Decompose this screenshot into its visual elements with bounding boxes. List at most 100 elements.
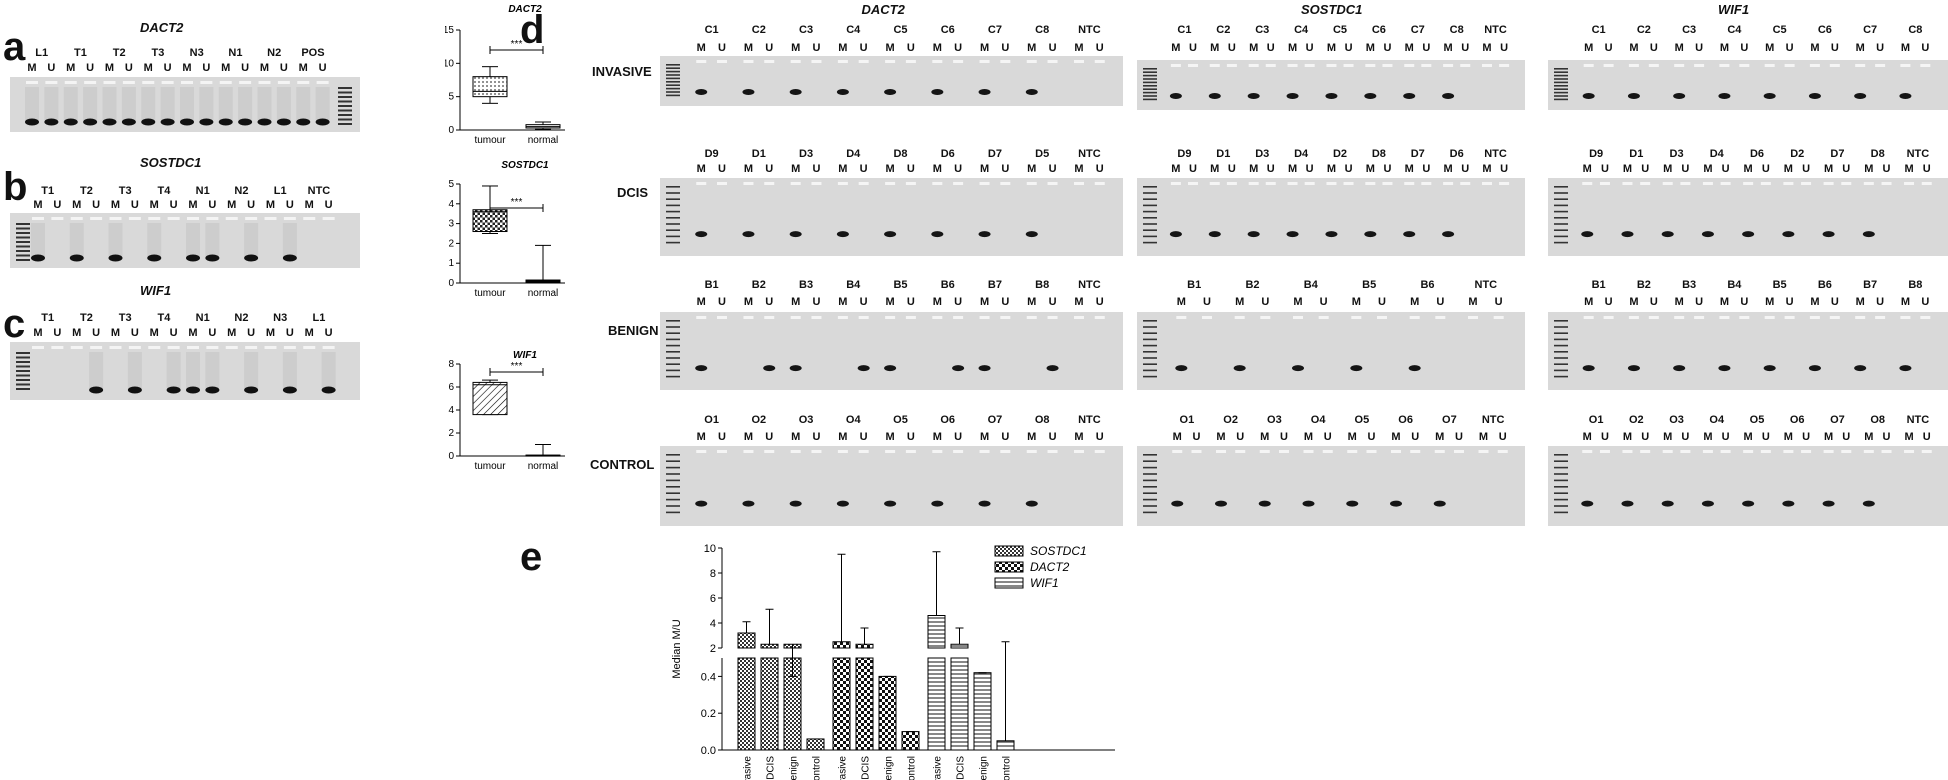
gel-band	[1403, 93, 1416, 99]
svg-text:0.0: 0.0	[701, 745, 716, 757]
gel-c-mu-label: M	[72, 327, 82, 339]
grid-mu-label: M	[1443, 163, 1453, 175]
grid-mu-label: M	[1629, 42, 1639, 54]
legend-swatch	[994, 545, 1024, 557]
gel-band	[978, 231, 991, 238]
grid-mu-label: U	[1922, 163, 1931, 175]
gel-b-mu-label: U	[247, 199, 256, 211]
gel-b-mu-label: M	[72, 199, 82, 211]
grid-mu-label: U	[1411, 431, 1420, 443]
grid-sample-label: O3	[798, 414, 814, 426]
grid-sample-label: O5	[893, 414, 908, 426]
gel-c-mu-label: U	[285, 327, 294, 339]
gel-band	[1808, 93, 1821, 99]
grid-mu-label: M	[791, 163, 801, 175]
gel-band	[742, 500, 755, 507]
grid-sample-label: D1	[1216, 148, 1231, 160]
gel-a-sample-label: T3	[151, 47, 165, 59]
grid-sample-label: B2	[1636, 279, 1651, 291]
grid-mu-label: M	[1235, 296, 1245, 308]
grid-mu-label: U	[1600, 163, 1609, 175]
bar-category-label: Invasive	[933, 756, 944, 780]
grid-mu-label: U	[1344, 42, 1353, 54]
gel-b-sample-label: L1	[273, 185, 287, 197]
grid-mu-label: M	[1347, 431, 1357, 443]
grid-mu-label: M	[1904, 163, 1914, 175]
grid-mu-label: M	[1027, 431, 1037, 443]
gel-c-sample-label: N1	[195, 312, 210, 324]
grid-mu-label: M	[1249, 163, 1259, 175]
gel-a-mu-label: U	[202, 62, 211, 74]
gel-sostdc1-row-1	[1137, 178, 1525, 256]
grid-mu-label: M	[1027, 42, 1037, 54]
grid-sample-label: O5	[1749, 414, 1765, 426]
grid-sample-label: C6	[940, 24, 955, 36]
gel-band	[1899, 93, 1912, 99]
gel-band	[89, 386, 104, 394]
svg-text:3: 3	[448, 219, 454, 230]
grid-sample-label: C8	[1449, 24, 1464, 36]
grid-mu-label: U	[812, 42, 821, 54]
grid-mu-label: U	[1189, 163, 1197, 175]
grid-mu-label: M	[1176, 296, 1186, 308]
grid-mu-label: U	[1681, 163, 1690, 175]
gel-band	[205, 386, 220, 394]
gel-band	[166, 386, 181, 394]
gel-band	[1862, 500, 1875, 507]
gel-a-mu-label: U	[47, 62, 56, 74]
gel-band	[1403, 231, 1416, 238]
grid-col-title: DACT2	[861, 2, 905, 17]
svg-text:10: 10	[704, 543, 716, 555]
grid-sample-label: C6	[1817, 24, 1832, 36]
grid-sample-label: NTC	[1484, 148, 1507, 160]
grid-mu-label: M	[696, 296, 706, 308]
svg-text:5: 5	[448, 179, 454, 190]
gel-band	[1233, 365, 1246, 372]
gel-band	[789, 500, 802, 507]
grid-mu-label: U	[1695, 296, 1704, 308]
grid-mu-label: U	[1500, 42, 1509, 54]
grid-mu-label: M	[979, 42, 990, 54]
grid-mu-label: U	[859, 42, 868, 54]
gel-band	[44, 118, 59, 126]
grid-mu-label: U	[1494, 296, 1503, 308]
grid-mu-label: U	[1882, 163, 1891, 175]
gel-band	[1390, 500, 1402, 507]
grid-sample-label: B2	[1245, 279, 1260, 291]
bar-DACT2-DCIS	[855, 657, 874, 751]
grid-mu-label: M	[1351, 296, 1361, 308]
gel-c-mu-label: U	[169, 327, 178, 339]
gel-band	[789, 89, 802, 95]
gel-band	[1673, 365, 1686, 372]
gel-b-sample-label: T4	[157, 185, 171, 197]
gel-c-mu-label: U	[92, 327, 101, 339]
grid-sample-label: C5	[1332, 24, 1348, 36]
svg-text:2: 2	[448, 428, 454, 439]
grid-mu-label: M	[932, 163, 942, 175]
gel-band	[695, 500, 708, 507]
grid-mu-label: M	[1810, 296, 1820, 308]
grid-mu-label: M	[1249, 42, 1259, 54]
gel-band	[1808, 365, 1821, 372]
grid-mu-label: M	[1326, 163, 1337, 175]
grid-mu-label: M	[1703, 431, 1713, 443]
gel-band	[31, 254, 45, 262]
grid-mu-label: M	[1824, 163, 1834, 175]
boxplot-title: SOSTDC1	[501, 160, 549, 171]
grid-mu-label: M	[1482, 163, 1492, 175]
grid-mu-label: U	[1001, 42, 1010, 54]
gel-band	[1718, 365, 1731, 372]
grid-mu-label: U	[1305, 163, 1314, 175]
grid-mu-label: M	[1074, 163, 1084, 175]
grid-mu-label: U	[954, 42, 963, 54]
grid-mu-label: U	[1500, 163, 1509, 175]
bar-category-label: Control	[1002, 756, 1013, 780]
gel-sostdc1-row-0	[1137, 60, 1525, 110]
gel-c-mu-label: M	[110, 327, 121, 339]
grid-mu-label: U	[859, 296, 868, 308]
bar-category-label: Invasive	[838, 756, 849, 780]
grid-mu-label: U	[1830, 296, 1839, 308]
svg-text:Median M/U: Median M/U	[671, 619, 683, 678]
gel-band	[1782, 500, 1795, 507]
grid-sample-label: B1	[704, 279, 719, 291]
